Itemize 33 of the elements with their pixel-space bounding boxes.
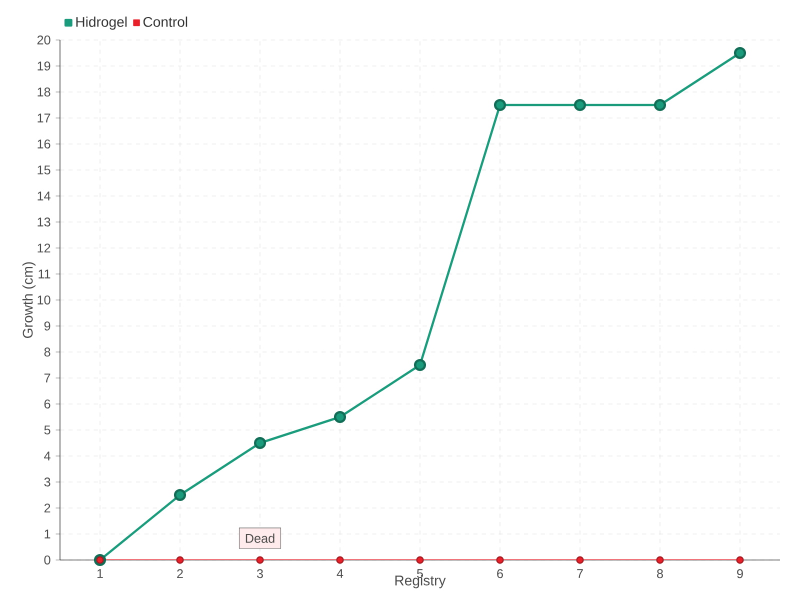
annotation: Dead — [246, 534, 274, 543]
x-tick-label: 2 — [177, 569, 183, 578]
y-tick-label: 7 — [44, 374, 50, 382]
y-tick-label: 18 — [38, 88, 50, 96]
y-axis-title: Growth (cm) — [22, 262, 36, 338]
x-tick-label: 9 — [737, 569, 743, 578]
x-tick-label: 1 — [97, 569, 103, 578]
y-tick-label: 5 — [44, 426, 50, 434]
legend-label: Control — [143, 16, 188, 27]
y-tick-label: 4 — [44, 452, 50, 460]
x-tick-label: 3 — [256, 569, 263, 578]
y-tick-label: 12 — [38, 244, 50, 252]
y-tick-label: 10 — [38, 296, 50, 304]
y-tick-label: 8 — [44, 348, 50, 356]
y-tick-label: 17 — [38, 114, 50, 122]
y-tick-label: 16 — [38, 140, 50, 148]
y-tick-label: 11 — [38, 270, 50, 278]
y-tick-label: 19 — [38, 62, 50, 70]
legend-label: Hidrogel — [76, 16, 127, 30]
y-tick-label: 9 — [44, 322, 50, 330]
y-tick-label: 3 — [44, 478, 50, 486]
y-tick-label: 2 — [44, 504, 50, 512]
y-tick-label: 14 — [38, 192, 50, 200]
y-tick-label: 6 — [44, 400, 50, 408]
y-tick-label: 20 — [37, 36, 50, 44]
y-tick-label: 13 — [38, 218, 50, 226]
x-tick-label: 4 — [336, 569, 344, 578]
x-tick-label: 7 — [577, 569, 583, 578]
x-tick-label: 8 — [657, 569, 663, 578]
x-tick-label: 6 — [497, 569, 503, 578]
y-tick-label: 15 — [38, 166, 50, 174]
y-tick-label: 0 — [44, 556, 50, 564]
y-tick-label: 1 — [44, 530, 50, 538]
